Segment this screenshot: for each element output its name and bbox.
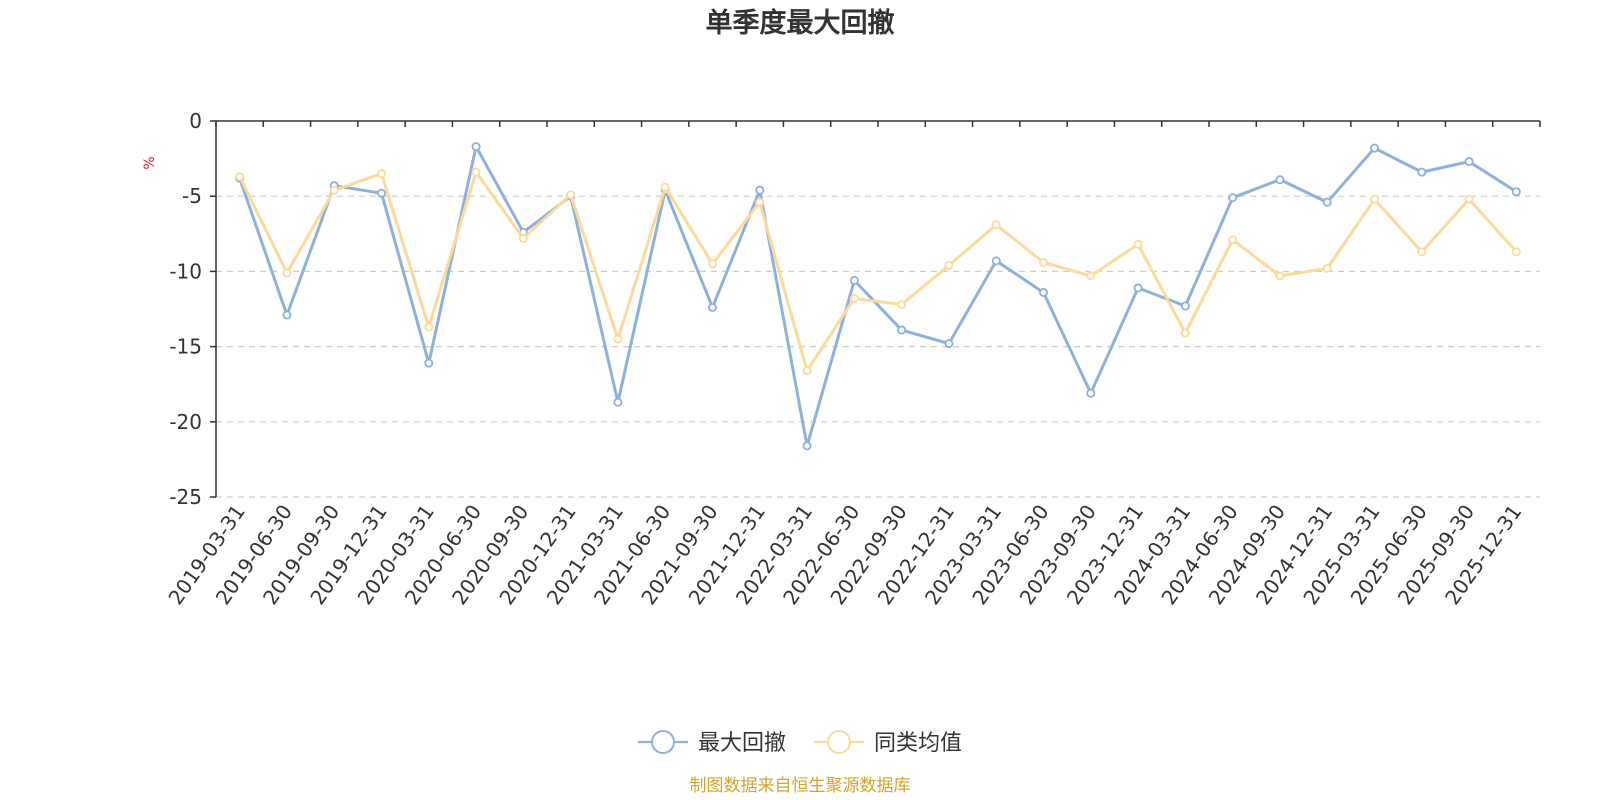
chart-title: 单季度最大回撤 [706,7,895,39]
y-axis-tick-labels: 0 -5 -10 -15 -20 -25 [169,109,202,509]
data-source-note: 制图数据来自恒生聚源数据库 [690,776,911,796]
legend-label: 同类均值 [874,731,962,756]
series-point [376,169,386,179]
series-point [518,233,528,243]
y-axis-tick-label: -5 [182,184,202,208]
series-point [1275,175,1285,185]
series-point [1370,143,1380,153]
series-point [329,185,339,195]
series-1 [235,142,1521,451]
series-point [471,167,481,177]
legend-item[interactable]: 最大回撤 [638,730,786,756]
legend[interactable]: 最大回撤 同类均值 [638,730,962,756]
series-point [944,339,954,349]
series-point [1322,197,1332,207]
series-point [660,182,670,192]
series-point [1511,187,1521,197]
series-point [613,397,623,407]
series-point [282,268,292,278]
series-point [235,172,245,182]
series-line [238,145,1518,448]
series-lines [235,142,1521,451]
y-axis-tick-label: -25 [169,485,202,509]
x-axis-tick-labels: 2019-03-312019-06-302019-09-302019-12-31… [163,500,1526,609]
series-point [613,334,623,344]
series-point [566,190,576,200]
legend-swatch-marker [827,730,851,754]
legend-swatch-marker [651,730,675,754]
series-point [1228,193,1238,203]
series-point [897,325,907,335]
series-point [376,188,386,198]
series-point [1133,239,1143,249]
series-point [991,220,1001,230]
series-point [1180,328,1190,338]
series-point [1511,247,1521,257]
series-point [1275,271,1285,281]
series-point [471,142,481,152]
axes [210,120,1541,498]
series-point [424,358,434,368]
y-axis-tick-label: -20 [169,410,202,434]
series-point [1133,283,1143,293]
series-point [1370,194,1380,204]
series-2 [235,167,1521,376]
y-axis-tick-label: -15 [169,335,202,359]
y-axis-unit-label: % [142,156,158,169]
series-point [991,256,1001,266]
series-point [897,299,907,309]
series-point [802,441,812,451]
series-point [424,322,434,332]
series-point [1464,194,1474,204]
series-point [708,302,718,312]
series-point [1417,167,1427,177]
legend-item[interactable]: 同类均值 [814,730,962,756]
legend-label: 最大回撤 [698,731,786,756]
series-point [802,366,812,376]
series-point [755,185,765,195]
series-point [1180,301,1190,311]
series-point [1322,263,1332,273]
series-point [1086,271,1096,281]
series-point [849,293,859,303]
series-line [238,170,1518,373]
series-point [1039,287,1049,297]
series-point [755,197,765,207]
series-point [282,310,292,320]
y-axis-tick-label: -10 [169,259,202,283]
grid-lines [216,195,1540,498]
series-point [1039,257,1049,267]
series-point [708,259,718,269]
series-point [1086,388,1096,398]
series-point [849,275,859,285]
y-axis-tick-label: 0 [189,109,202,133]
series-point [944,260,954,270]
series-point [1417,247,1427,257]
series-point [1228,235,1238,245]
series-point [1464,157,1474,167]
